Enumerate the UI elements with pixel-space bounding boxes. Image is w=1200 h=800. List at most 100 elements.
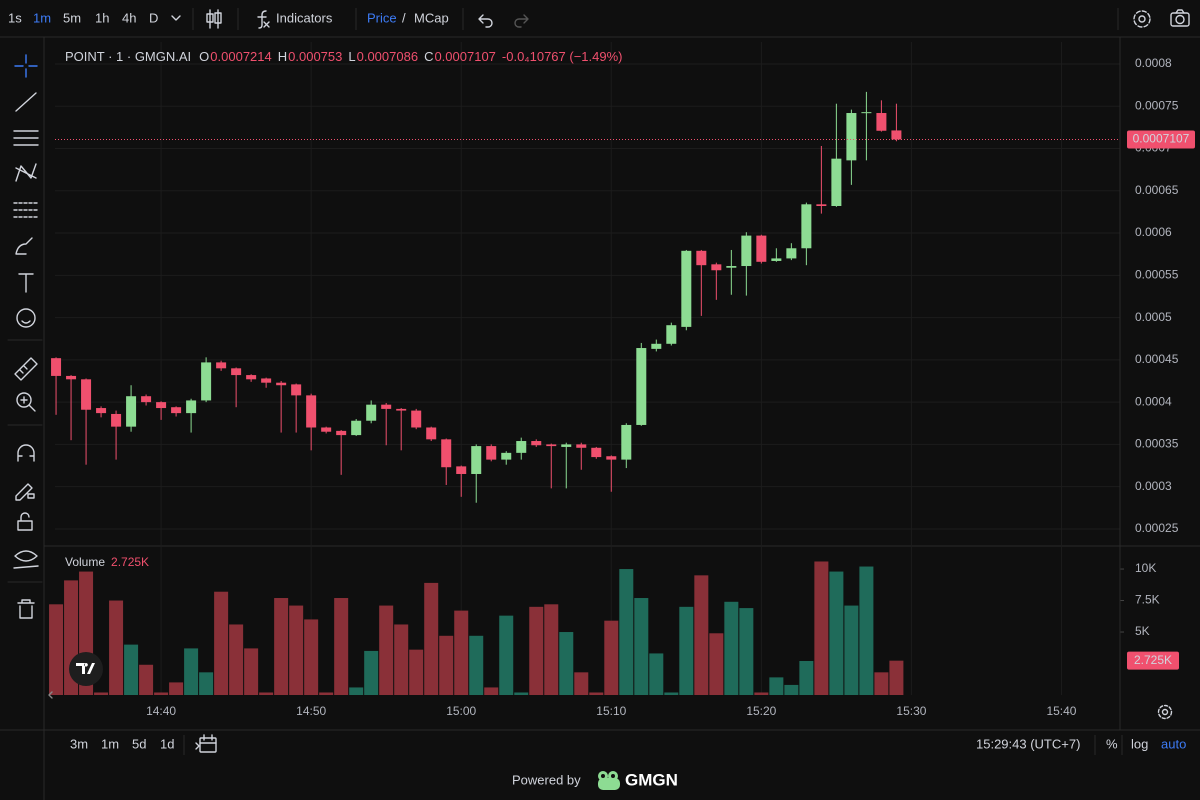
candle-body [81,379,92,410]
trend-line-tool[interactable] [15,92,37,112]
fib-tool[interactable] [13,130,39,146]
candle-body [276,382,287,386]
interval-button[interactable]: 1m [33,10,51,25]
candle-body [561,444,572,447]
scale-option[interactable]: log [1131,736,1148,751]
candle-body [186,400,197,414]
visibility-tool[interactable] [13,550,39,569]
interval-dropdown[interactable] [171,15,181,21]
y-tick-label: 0.0005 [1135,310,1172,324]
prediction-tool[interactable] [13,202,39,218]
y-tick-label: 0.0006 [1135,225,1172,239]
lock-drawing-tool[interactable] [15,483,35,501]
scale-option[interactable]: auto [1161,736,1186,751]
volume-bar [724,601,739,695]
scroll-left[interactable] [48,691,53,699]
symbol: POINT · 1 · GMGN.AI [65,49,191,64]
crosshair-tool[interactable] [14,54,38,78]
range-button[interactable]: 1m [101,736,119,751]
range-button[interactable]: 5d [132,736,146,751]
x-tick-label: 15:30 [896,704,926,718]
powered-by: Powered by [512,772,581,787]
candle-body [696,250,707,266]
clock: 15:29:43 (UTC+7) [976,736,1080,751]
volume-bar [289,605,304,695]
volume-bar [259,692,274,695]
chart-type-button[interactable] [206,9,222,29]
zoom-tool[interactable] [16,392,36,412]
volume-bar [154,692,169,695]
volume-bar [274,598,289,695]
volume-bar [574,672,589,695]
interval-button[interactable]: D [149,10,158,25]
candle-body [501,452,512,460]
magnet-tool[interactable] [17,444,35,462]
volume-bar [799,660,814,695]
price-toggle[interactable]: Price [367,10,397,25]
settings-button[interactable] [1133,10,1151,28]
candle-body [336,430,347,436]
axis-settings[interactable] [1157,704,1173,720]
indicators-button[interactable]: Indicators [276,10,333,25]
y-tick-label: 0.0008 [1135,56,1172,70]
ohlc-value: 0.000753 [288,49,342,64]
y-tick-label: 7.5K [1135,593,1160,607]
interval-button[interactable]: 5m [63,10,81,25]
brand: GMGN [625,770,678,789]
volume-bar [439,635,454,695]
volume-bar [814,561,829,695]
candle-body [51,358,62,376]
candle-body [216,362,227,369]
volume-bar [214,591,229,695]
pattern-tool[interactable] [15,163,37,182]
interval-button[interactable]: 4h [122,10,136,25]
candle-body [456,466,467,474]
volume-bar [829,571,844,695]
candle-body [366,404,377,421]
redo-button[interactable] [514,14,529,28]
undo-button[interactable] [478,14,493,28]
x-tick-label: 14:50 [296,704,326,718]
volume-bar [634,598,649,695]
volume-bar [679,606,694,695]
ruler-tool[interactable] [14,357,38,381]
candle-body [321,427,332,432]
indicators-icon[interactable] [257,10,270,29]
tv-logo [69,652,103,686]
range-button[interactable]: 1d [160,736,174,751]
y-tick-label: 0.00075 [1135,98,1179,112]
candle-body [741,235,752,267]
emoji-tool[interactable] [16,308,36,328]
date-range-button[interactable] [195,734,217,753]
legend-line: POINT · 1 · GMGN.AI O0.0007214 H0.000753 L0… [65,49,623,64]
volume-bar [124,644,139,695]
candle-body [681,250,692,327]
candle-body [486,446,497,460]
lock-tool[interactable] [17,512,33,531]
ui: 1s 1m 5m 1h 4h D Indicators Price / MCap 3m 1m 5d 1d 1… [8,10,1186,789]
range-button[interactable]: 3m [70,736,88,751]
brush-tool[interactable] [15,237,33,255]
last-price-label: 0.0007107 [1133,132,1190,146]
interval-button[interactable]: 1h [95,10,109,25]
interval-button[interactable]: 1s [8,10,22,25]
volume-bar [559,632,574,695]
mcap-toggle[interactable]: MCap [414,10,449,25]
volume-bar [754,692,769,695]
candle-body [726,266,737,268]
volume-bar [874,672,889,695]
text-tool[interactable] [18,273,34,293]
x-tick-label: 15:40 [1046,704,1076,718]
scale-option[interactable]: % [1106,736,1118,751]
screenshot-button[interactable] [1170,9,1190,27]
candle-body [636,348,647,425]
delete-tool[interactable] [17,599,35,619]
candle-body [711,264,722,271]
volume-bar [619,569,634,695]
candle-body [231,368,242,376]
ohlc-key: O [199,49,209,64]
volume-bar [229,624,244,695]
y-tick-label: 0.0004 [1135,394,1172,408]
candle-body [846,113,857,161]
volume-bar [604,620,619,695]
